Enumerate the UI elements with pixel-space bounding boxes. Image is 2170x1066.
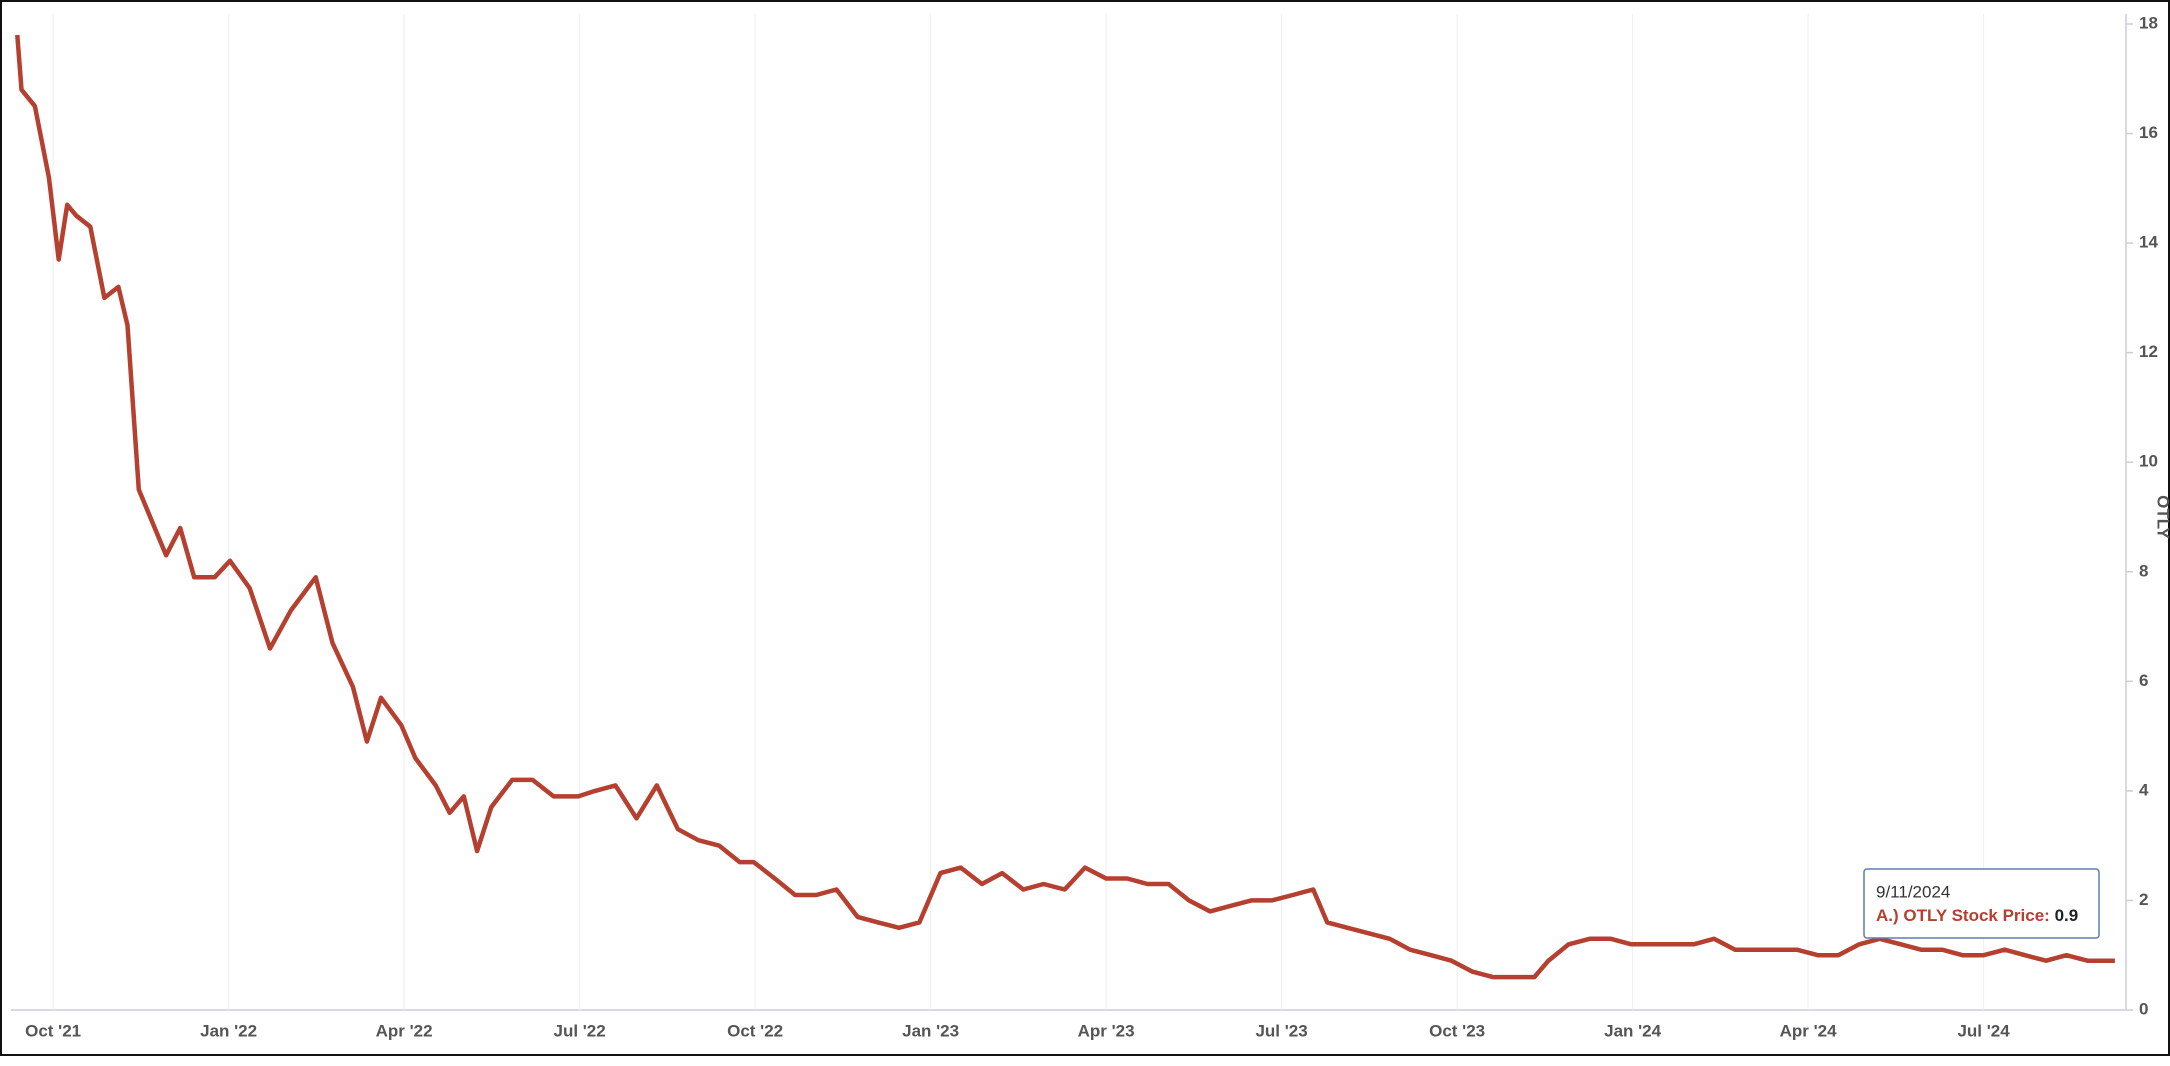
price-line bbox=[15, 34, 2115, 980]
y-tick-label: 14 bbox=[2139, 233, 2158, 252]
tooltip-label: A.) OTLY Stock Price: bbox=[1876, 906, 2050, 925]
x-tick-label: Oct '23 bbox=[1429, 1021, 1485, 1040]
x-tick-label: Apr '23 bbox=[1078, 1021, 1135, 1040]
x-tick-label: Jan '24 bbox=[1604, 1021, 1662, 1040]
y-tick-label: 10 bbox=[2139, 452, 2158, 471]
x-tick-label: Jan '23 bbox=[902, 1021, 959, 1040]
y-tick-label: 16 bbox=[2139, 123, 2158, 142]
y-tick-label: 2 bbox=[2139, 890, 2148, 909]
x-tick-label: Jan '22 bbox=[200, 1021, 257, 1040]
y-tick-label: 18 bbox=[2139, 13, 2158, 32]
y-tick-label: 0 bbox=[2139, 999, 2148, 1018]
tooltip: 9/11/2024 A.) OTLY Stock Price: 0.9 bbox=[1863, 868, 2100, 939]
x-tick-label: Jul '23 bbox=[1255, 1021, 1307, 1040]
tooltip-box bbox=[1863, 868, 2100, 939]
x-tick-label: Oct '22 bbox=[727, 1021, 783, 1040]
x-tick-label: Oct '21 bbox=[25, 1021, 81, 1040]
y-tick-label: 4 bbox=[2139, 780, 2149, 799]
y-axis-label: OTLY bbox=[2154, 495, 2170, 539]
y-tick-label: 12 bbox=[2139, 342, 2158, 361]
y-tick-label: 8 bbox=[2139, 561, 2148, 580]
x-tick-label: Apr '24 bbox=[1780, 1021, 1837, 1040]
x-tick-label: Jul '24 bbox=[1957, 1021, 2010, 1040]
x-tick-label: Jul '22 bbox=[553, 1021, 605, 1040]
tooltip-value: 0.9 bbox=[2055, 906, 2079, 925]
y-tick-label: 6 bbox=[2139, 671, 2148, 690]
x-tick-label: Apr '22 bbox=[376, 1021, 433, 1040]
tooltip-date: 9/11/2024 bbox=[1876, 882, 1950, 901]
tooltip-text: A.) OTLY Stock Price: 0.9 bbox=[1876, 906, 2078, 925]
